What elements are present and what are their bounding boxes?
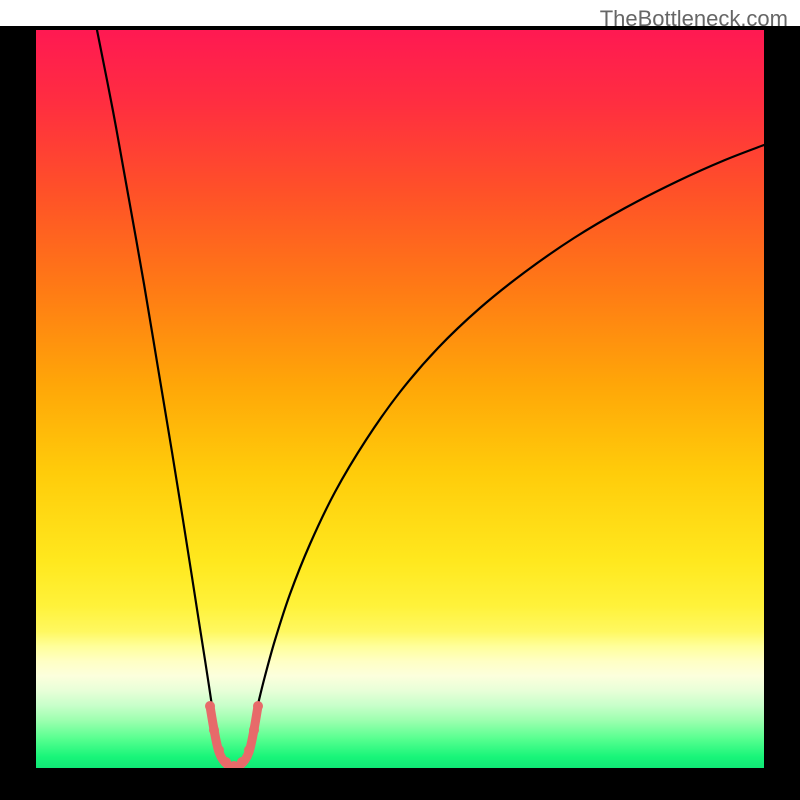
bottleneck-minimum-dot bbox=[209, 725, 219, 735]
plot-background bbox=[36, 30, 764, 768]
bottleneck-minimum-dot bbox=[244, 745, 254, 755]
bottleneck-minimum-dot bbox=[237, 757, 247, 767]
bottleneck-curve-chart bbox=[0, 0, 800, 800]
bottleneck-minimum-dot bbox=[249, 725, 259, 735]
bottleneck-minimum-dot bbox=[253, 701, 263, 711]
chart-container: TheBottleneck.com bbox=[0, 0, 800, 800]
bottleneck-minimum-dot bbox=[214, 745, 224, 755]
watermark-text: TheBottleneck.com bbox=[600, 6, 788, 32]
bottleneck-minimum-dot bbox=[205, 701, 215, 711]
